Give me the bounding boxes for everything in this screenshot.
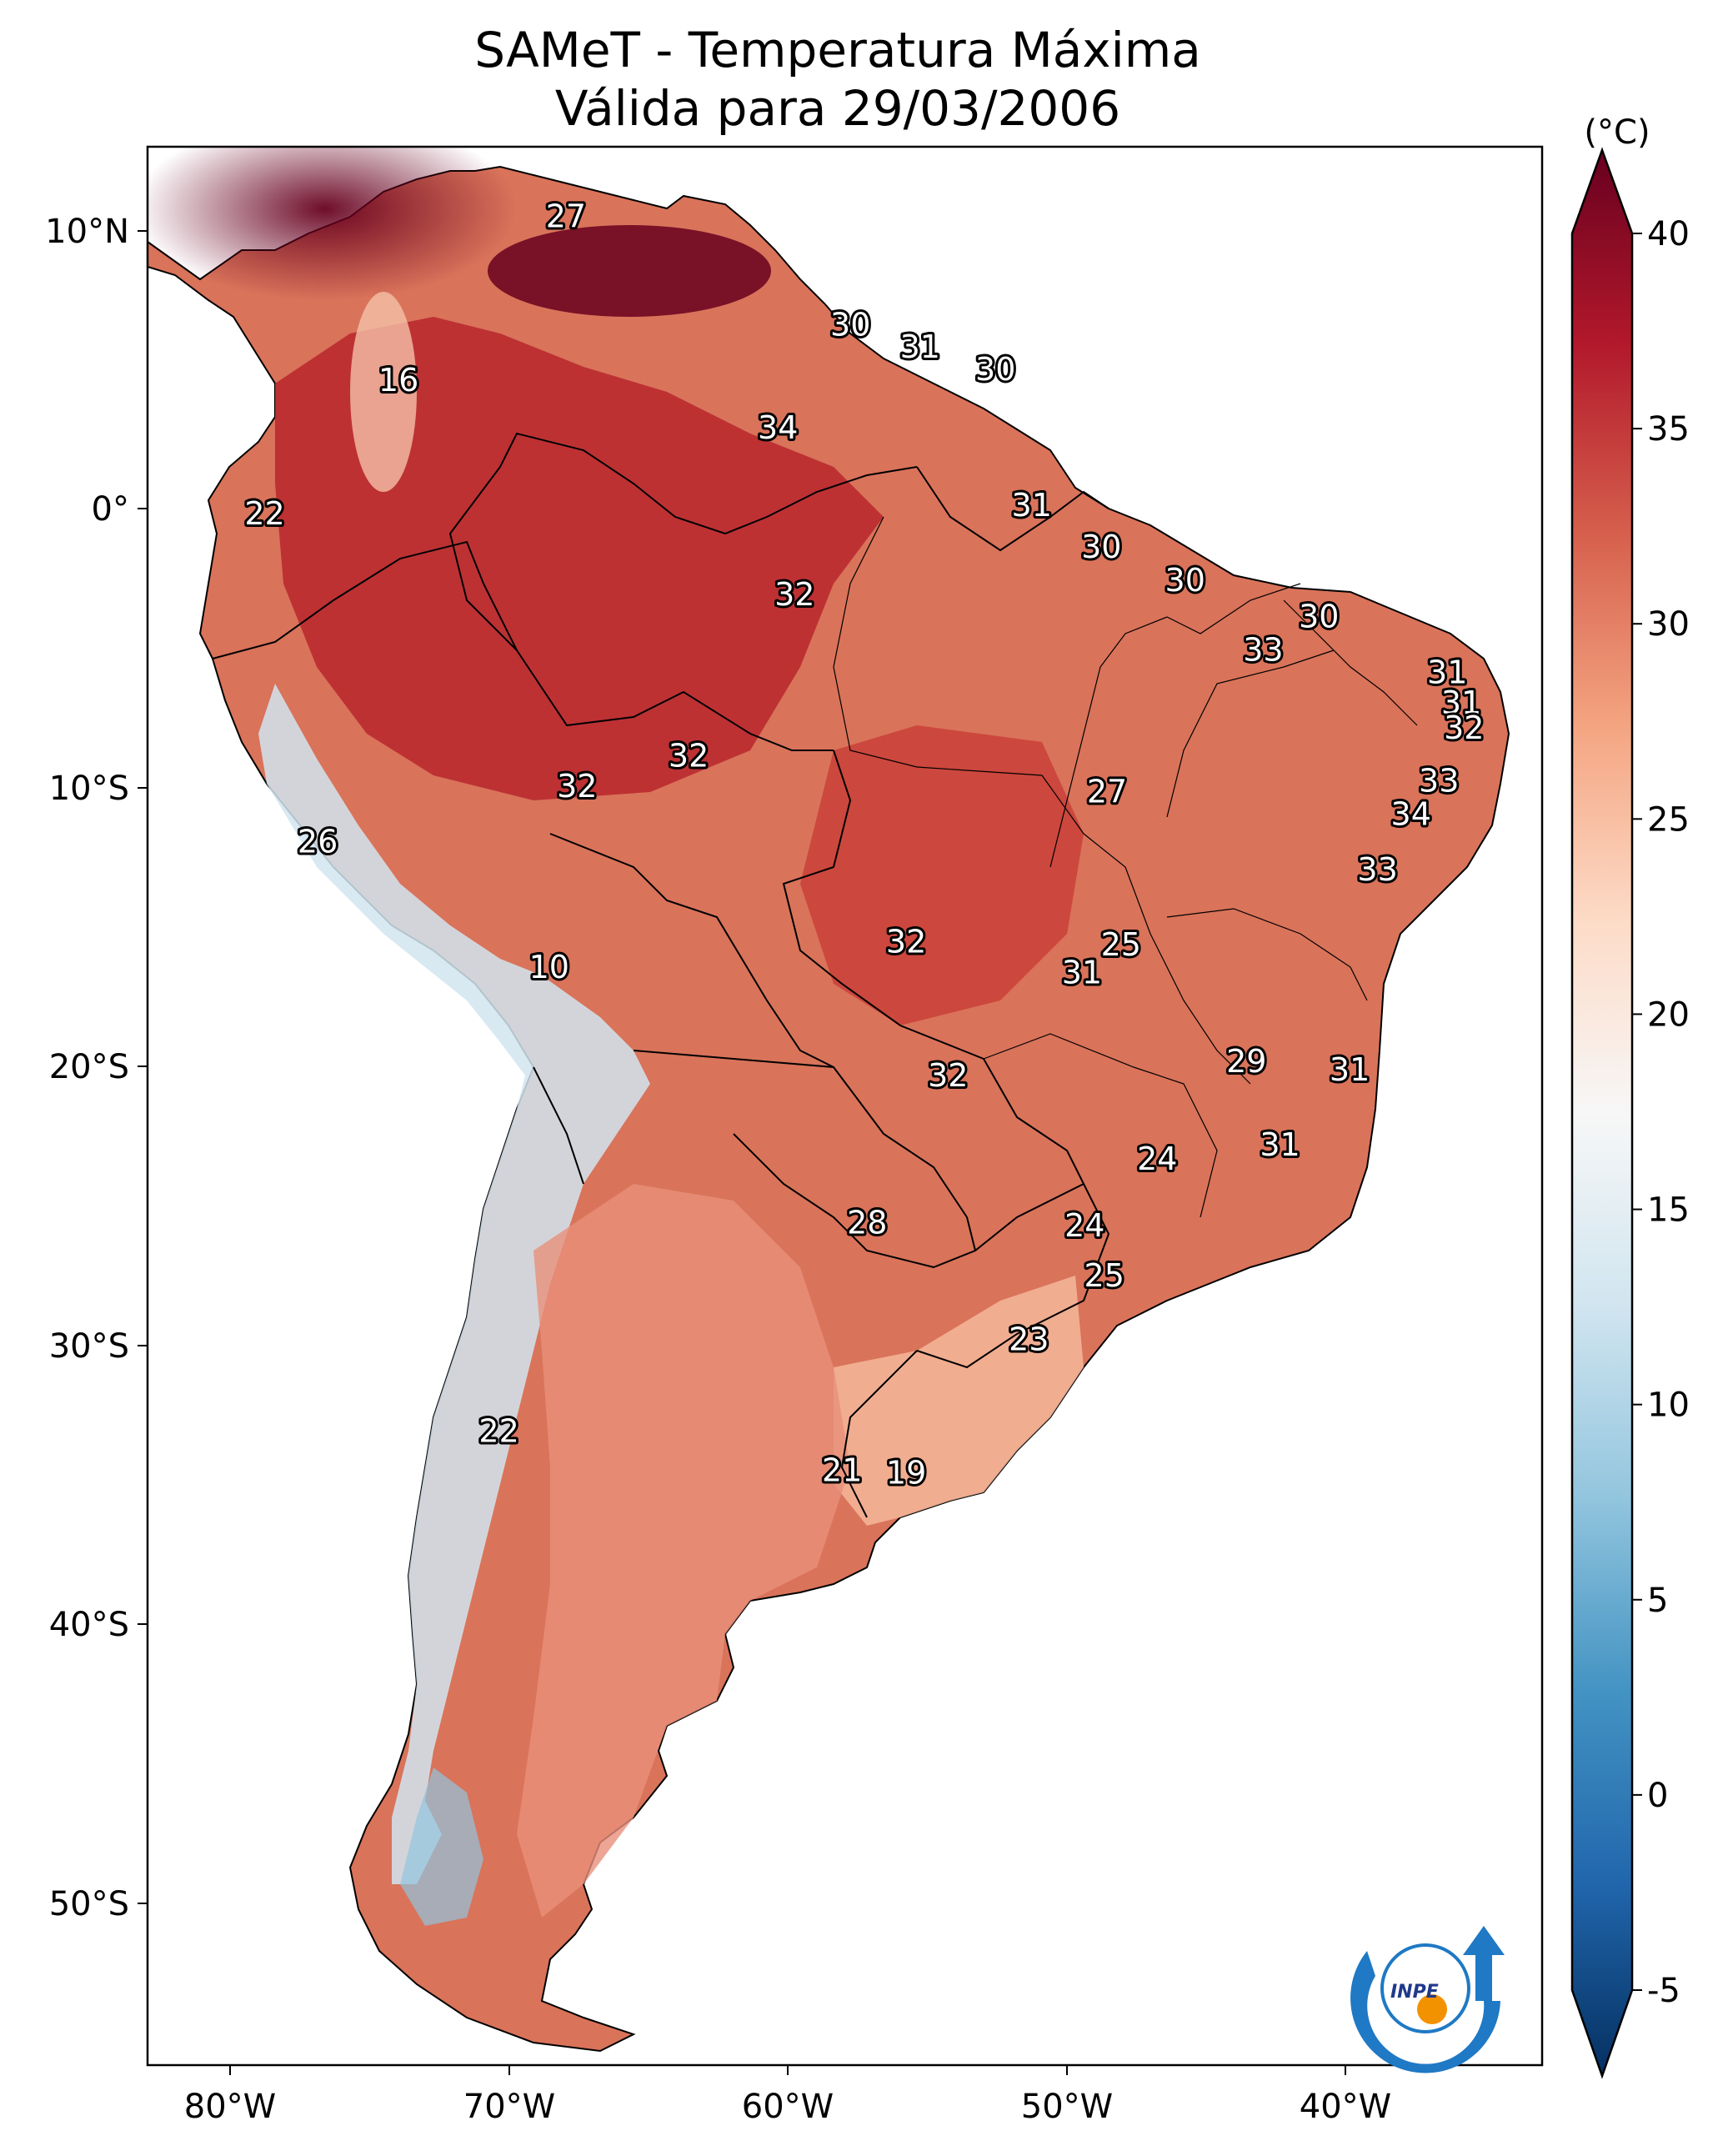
station-label: 27 <box>1087 774 1127 810</box>
brazil-central-warm <box>800 725 1084 1025</box>
amazon-hot-region <box>275 317 884 800</box>
station-label: 31 <box>1330 1051 1370 1088</box>
station-label: 31 <box>900 328 940 365</box>
map-title-line2: Válida para 29/03/2006 <box>555 80 1120 137</box>
lon-tick-50w: 50°W <box>1021 2088 1113 2126</box>
station-label: 10 <box>529 949 569 985</box>
station-label: 32 <box>886 924 926 960</box>
lat-tick-10n: 10°N <box>45 213 129 251</box>
station-label: 30 <box>1165 562 1205 599</box>
station-label: 31 <box>1012 487 1052 524</box>
southern-mild-region <box>834 1276 1084 1526</box>
colorbar-tick-label: 20 <box>1647 995 1690 1034</box>
colorbar: (°C) 40 35 30 25 20 15 10 5 0 -5 <box>1570 113 1690 2079</box>
station-label: 30 <box>1299 599 1339 635</box>
inpe-logo: INPE <box>1350 1926 1505 2073</box>
station-label: 32 <box>1444 709 1484 746</box>
station-label: 31 <box>1260 1126 1300 1163</box>
map-title-line1: SAMeT - Temperatura Máxima <box>474 22 1201 78</box>
station-label: 33 <box>1243 632 1283 669</box>
station-label: 27 <box>546 198 586 234</box>
station-label: 34 <box>1391 795 1431 832</box>
lat-tick-40s: 40°S <box>49 1606 129 1644</box>
station-label: 26 <box>298 824 338 860</box>
colorbar-tick-label: 0 <box>1647 1777 1668 1815</box>
colorbar-tick-label: -5 <box>1647 1972 1680 2010</box>
station-label: 33 <box>1419 762 1459 799</box>
station-label: 33 <box>1357 851 1397 888</box>
colorbar-ticks: 40 35 30 25 20 15 10 5 0 -5 <box>1632 215 1690 2010</box>
station-label: 23 <box>1009 1321 1049 1358</box>
central-argentina <box>517 1184 850 1918</box>
station-label: 16 <box>378 362 418 399</box>
station-label: 31 <box>1062 954 1102 990</box>
inpe-logo-sun <box>1417 1994 1447 2024</box>
station-label: 22 <box>244 495 284 532</box>
map-frame <box>146 145 1544 2067</box>
station-label: 19 <box>886 1455 926 1492</box>
station-label: 22 <box>478 1413 518 1450</box>
station-label: 31 <box>1427 654 1467 690</box>
lat-tick-10s: 10°S <box>49 770 129 808</box>
colorbar-body <box>1570 147 1634 2079</box>
lat-ticks: 10°N 0° 10°S 20°S 30°S 40°S 50°S <box>45 213 148 1923</box>
colombia-cool-highland <box>350 292 417 492</box>
station-label: 31 <box>1441 684 1481 721</box>
colorbar-tick-label: 5 <box>1647 1582 1668 1620</box>
station-label: 28 <box>847 1205 887 1241</box>
lat-tick-20s: 20°S <box>49 1048 129 1086</box>
lon-tick-70w: 70°W <box>463 2088 555 2126</box>
patagonia-cool <box>400 1767 483 1926</box>
lon-tick-60w: 60°W <box>742 2088 834 2126</box>
colorbar-tick-label: 10 <box>1647 1386 1690 1425</box>
venezuela-core <box>488 225 771 317</box>
station-label: 30 <box>975 351 1015 388</box>
station-label: 25 <box>1101 926 1141 963</box>
station-label: 32 <box>928 1057 968 1094</box>
inpe-logo-text: INPE <box>1390 1982 1439 2003</box>
lat-tick-0: 0° <box>92 490 129 529</box>
state-borders <box>833 516 1418 1218</box>
station-label: 25 <box>1084 1257 1124 1294</box>
lon-tick-80w: 80°W <box>184 2088 276 2126</box>
map-area <box>148 147 1542 2065</box>
station-label: 24 <box>1137 1141 1177 1177</box>
country-borders <box>212 432 1110 1518</box>
colorbar-tick-label: 15 <box>1647 1191 1690 1230</box>
station-label: 30 <box>1081 529 1121 565</box>
station-label: 32 <box>557 768 597 805</box>
station-label: 32 <box>669 737 709 774</box>
lon-tick-40w: 40°W <box>1300 2088 1391 2126</box>
venezuela-hotspot <box>148 147 517 301</box>
station-label: 21 <box>822 1452 862 1488</box>
station-label: 29 <box>1226 1043 1266 1080</box>
lat-tick-50s: 50°S <box>49 1885 129 1923</box>
station-label: 24 <box>1064 1207 1104 1244</box>
colorbar-tick-label: 40 <box>1647 215 1690 253</box>
station-label: 30 <box>830 306 870 343</box>
station-label: 34 <box>758 409 798 446</box>
colorbar-unit-label: (°C) <box>1584 113 1650 152</box>
lat-tick-30s: 30°S <box>49 1327 129 1366</box>
andes-cool-band <box>258 684 650 1884</box>
colorbar-tick-label: 25 <box>1647 800 1690 839</box>
lon-ticks: 80°W 70°W 60°W 50°W 40°W <box>184 2065 1391 2126</box>
station-label: 32 <box>774 576 814 613</box>
colorbar-tick-label: 35 <box>1647 410 1690 449</box>
colorbar-tick-label: 30 <box>1647 605 1690 644</box>
